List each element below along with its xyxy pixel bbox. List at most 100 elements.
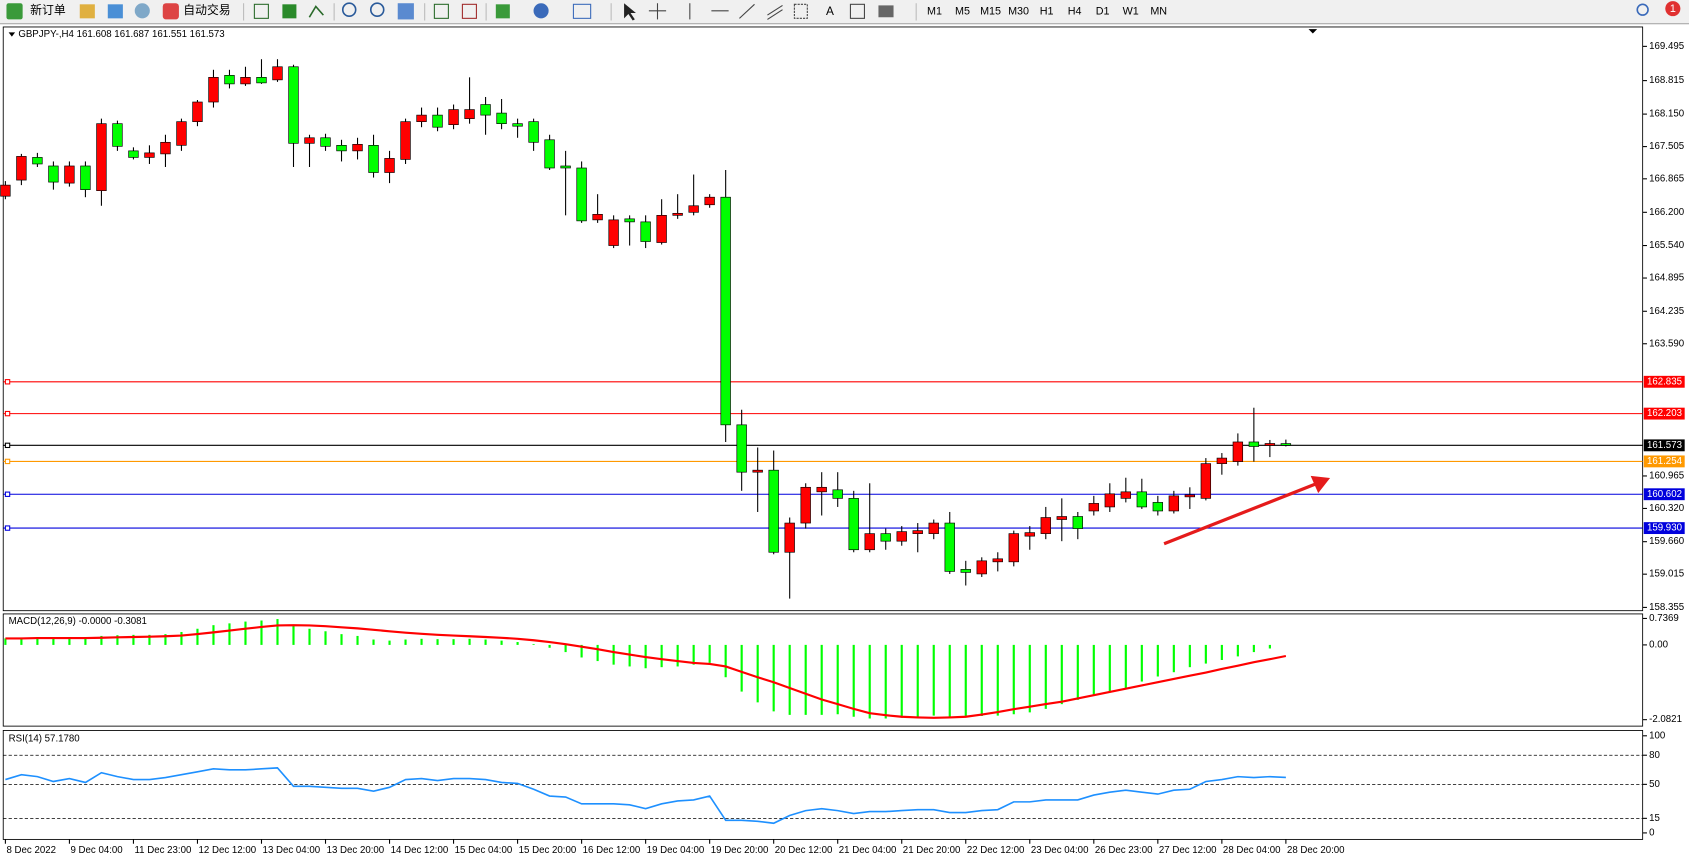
rsi-panel xyxy=(2,730,1644,840)
timeframe-button[interactable]: MN xyxy=(1150,6,1167,18)
candle-body xyxy=(1280,443,1292,446)
candle-body xyxy=(704,196,715,206)
search[interactable] xyxy=(1636,3,1649,16)
trendline-tool[interactable] xyxy=(739,3,755,19)
cursor-tool[interactable] xyxy=(624,3,636,21)
level-handle xyxy=(4,458,11,465)
candle-body xyxy=(832,489,843,499)
new-order-icon[interactable] xyxy=(6,3,23,20)
toolbar-icon[interactable] xyxy=(107,4,123,19)
candle-body xyxy=(544,139,555,169)
label-tool[interactable] xyxy=(849,3,865,19)
y-tick-label: 166.865 xyxy=(1649,173,1684,184)
candle-body xyxy=(48,165,59,183)
toolbar-icon[interactable] xyxy=(282,4,297,19)
x-tick-label: 20 Dec 12:00 xyxy=(775,845,833,856)
timeframe-button[interactable]: H4 xyxy=(1068,6,1082,18)
auto-trading-label[interactable]: 自动交易 xyxy=(183,3,230,17)
x-tick-label: 28 Dec 20:00 xyxy=(1287,845,1345,856)
channel-tool[interactable] xyxy=(767,4,783,16)
timeframe-button[interactable]: H1 xyxy=(1040,6,1054,18)
candle-body xyxy=(16,156,27,181)
candle-body xyxy=(400,121,411,160)
candle-body xyxy=(128,150,139,158)
toolbar-icon[interactable] xyxy=(461,3,477,19)
fibo-tool[interactable] xyxy=(793,3,808,19)
level-price-label: 162.203 xyxy=(1647,408,1682,419)
candle-body xyxy=(272,66,283,81)
templates-icon[interactable] xyxy=(572,3,592,19)
candle-body xyxy=(416,114,427,122)
candle-body xyxy=(352,143,363,152)
candle-body xyxy=(1216,457,1228,464)
candle-body xyxy=(1088,503,1099,512)
panel-title: RSI(14) 57.1780 xyxy=(9,734,81,745)
y-tick-label: 160.965 xyxy=(1649,471,1684,482)
level-price-label: 161.254 xyxy=(1647,456,1683,467)
candle-body xyxy=(208,77,219,103)
x-tick-label: 19 Dec 04:00 xyxy=(647,845,705,856)
new-order-label[interactable]: 新订单 xyxy=(30,3,66,17)
x-tick-label: 13 Dec 04:00 xyxy=(263,845,321,856)
main-panel xyxy=(2,26,1644,612)
timeframe-button[interactable]: M1 xyxy=(927,6,942,18)
candle-body xyxy=(992,558,1003,563)
x-tick-label: 15 Dec 20:00 xyxy=(519,845,577,856)
candle-body xyxy=(1040,517,1051,534)
level-price-box xyxy=(1643,522,1685,535)
zoom-out[interactable] xyxy=(369,2,385,17)
candle-body xyxy=(672,212,683,216)
y-tick-label: 164.235 xyxy=(1649,306,1684,317)
candle-body xyxy=(96,123,107,191)
toolbar-icon[interactable] xyxy=(308,5,324,18)
y-tick-label: 50 xyxy=(1649,779,1660,790)
y-tick-label: 165.540 xyxy=(1649,240,1685,251)
arrows-tool[interactable] xyxy=(878,5,894,18)
x-tick-label: 11 Dec 23:00 xyxy=(135,845,192,856)
candle-body xyxy=(432,114,443,128)
candle-body xyxy=(336,145,347,152)
candle-body xyxy=(640,221,651,242)
toolbar-icon[interactable] xyxy=(134,3,150,19)
level-price-label: 160.602 xyxy=(1647,489,1682,500)
candle-body xyxy=(240,77,251,85)
y-tick-label: 167.505 xyxy=(1649,141,1684,152)
symbol-menu[interactable] xyxy=(8,32,16,37)
candle-body xyxy=(176,121,187,146)
candle-body xyxy=(1056,516,1067,520)
auto-trading-icon[interactable] xyxy=(162,3,179,20)
level-price-box xyxy=(1643,488,1685,501)
text-tool[interactable]: A xyxy=(826,4,834,18)
timeframe-button[interactable]: M5 xyxy=(955,6,970,18)
candle-body xyxy=(384,158,395,173)
periods-icon[interactable] xyxy=(533,3,549,19)
timeframe-button[interactable]: D1 xyxy=(1096,6,1110,18)
candle-body xyxy=(1136,491,1148,508)
x-tick-label: 9 Dec 04:00 xyxy=(70,845,123,856)
toolbar-icon[interactable] xyxy=(397,3,414,20)
indicators-icon[interactable] xyxy=(495,4,510,19)
zoom-in[interactable] xyxy=(341,2,357,17)
candle-body xyxy=(496,112,507,124)
x-tick-label: 16 Dec 12:00 xyxy=(583,845,641,856)
y-tick-label: 169.495 xyxy=(1649,41,1684,52)
toolbar-icon[interactable] xyxy=(253,3,269,19)
macd-panel xyxy=(2,613,1644,727)
channel-tool[interactable] xyxy=(767,9,783,20)
timeframe-button[interactable]: M30 xyxy=(1008,6,1029,18)
candle-body xyxy=(224,74,235,85)
annotation-arrowhead xyxy=(1310,475,1331,494)
notification-badge[interactable] xyxy=(1665,1,1681,17)
candle-body xyxy=(784,522,795,553)
panel-title: MACD(12,26,9) -0.0000 -0.3081 xyxy=(9,616,147,627)
candle-body xyxy=(464,109,475,119)
timeframe-button[interactable]: M15 xyxy=(980,6,1001,18)
x-tick-label: 15 Dec 04:00 xyxy=(455,845,513,856)
candle-body xyxy=(1168,495,1180,512)
candle-body xyxy=(80,165,91,190)
toolbar-icon[interactable] xyxy=(433,3,449,19)
toolbar-icon[interactable] xyxy=(79,4,95,19)
indicator-line xyxy=(5,624,1287,719)
timeframe-button[interactable]: W1 xyxy=(1123,6,1139,18)
